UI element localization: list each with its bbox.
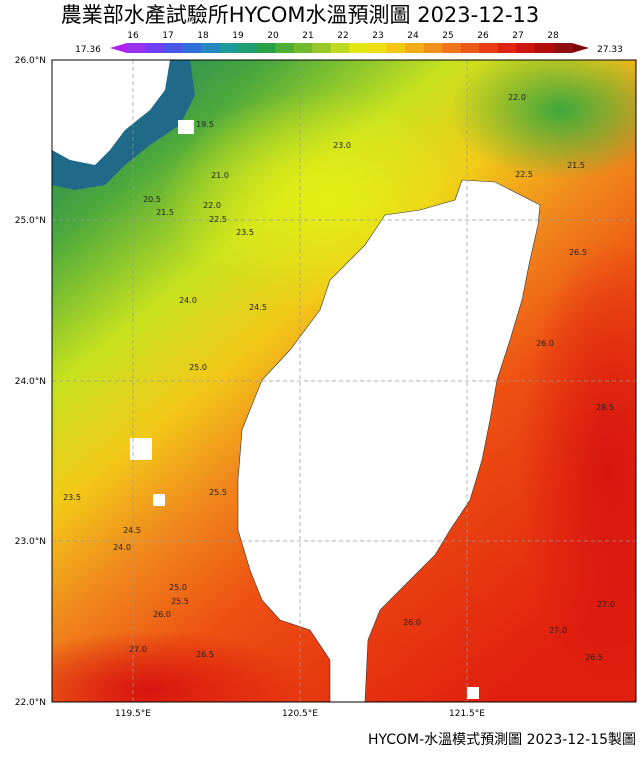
colorbar-tick: 22: [337, 31, 348, 41]
colorbar: 17.36 27.33 16 17 18 19 20 21 22 23 24 25 26 27 28: [75, 31, 623, 55]
contour-label: 21.5: [156, 208, 174, 217]
colorbar-swatch: [479, 43, 499, 53]
contour-label: 25.5: [171, 597, 189, 606]
contour-label: 25.0: [169, 583, 187, 592]
colorbar-tick: 17: [162, 31, 173, 41]
colorbar-arrow: [110, 43, 127, 53]
colorbar-swatch: [368, 43, 388, 53]
contour-label: 23.0: [333, 141, 351, 150]
lat-label: 26.0°N: [15, 56, 46, 66]
colorbar-min: 17.36: [75, 45, 101, 55]
title: 農業部水產試驗所HYCOM水溫預測圖 2023-12-13: [61, 3, 540, 27]
colorbar-tick: 18: [197, 31, 209, 41]
lat-label: 25.0°N: [15, 216, 46, 226]
colorbar-tick: 27: [512, 31, 523, 41]
lon-label: 119.5°E: [115, 709, 151, 719]
colorbar-tick: 19: [232, 31, 244, 41]
colorbar-swatch: [405, 43, 425, 53]
land: [52, 60, 170, 165]
contour-label: 21.5: [567, 161, 585, 170]
contour-label: 23.5: [236, 228, 254, 237]
colorbar-swatch: [497, 43, 517, 53]
contour-label: 22.0: [203, 201, 221, 210]
contour-label: 26.0: [153, 610, 171, 619]
lat-label: 24.0°N: [15, 377, 46, 387]
contour-label: 26.0: [403, 618, 421, 627]
lon-label: 121.5°E: [449, 709, 485, 719]
contour-label: 28.5: [596, 403, 614, 412]
contour-label: 24.5: [249, 303, 267, 312]
contour-label: 23.5: [63, 493, 81, 502]
island: [153, 494, 165, 506]
colorbar-swatch: [182, 43, 202, 53]
island: [130, 438, 152, 460]
contour-label: 26.5: [196, 650, 214, 659]
contour-label: 20.5: [143, 195, 161, 204]
colorbar-swatch: [201, 43, 221, 53]
colorbar-swatch: [423, 43, 443, 53]
island: [467, 687, 479, 699]
colorbar-tick: 25: [442, 31, 453, 41]
contour-label: 24.5: [123, 526, 141, 535]
contour-label: 19.5: [196, 120, 214, 129]
colorbar-swatch: [553, 43, 573, 53]
contour-label: 27.0: [129, 645, 147, 654]
colorbar-tick: 26: [477, 31, 489, 41]
colorbar-tick: 28: [547, 31, 559, 41]
contour-label: 25.0: [189, 363, 207, 372]
sea: [520, 240, 636, 700]
contour-label: 26.5: [569, 248, 587, 257]
colorbar-tick: 24: [407, 31, 419, 41]
colorbar-swatch: [275, 43, 295, 53]
contour-label: 22.5: [209, 215, 227, 224]
colorbar-swatch: [460, 43, 480, 53]
contour-label: 21.0: [211, 171, 229, 180]
colorbar-tick: 23: [372, 31, 383, 41]
contour-label: 25.5: [209, 488, 227, 497]
contour-label: 26.0: [536, 339, 554, 348]
colorbar-tick: 16: [127, 31, 139, 41]
island: [178, 120, 194, 134]
colorbar-swatch: [534, 43, 554, 53]
lat-label: 22.0°N: [15, 698, 46, 708]
colorbar-swatch: [442, 43, 462, 53]
contour-label: 27.0: [597, 600, 615, 609]
colorbar-swatch: [330, 43, 350, 53]
contour-label: 22.0: [508, 93, 526, 102]
lon-label: 120.5°E: [282, 709, 318, 719]
colorbar-swatch: [349, 43, 369, 53]
colorbar-max: 27.33: [597, 45, 623, 55]
map-area: 19.5 21.0 20.5 21.5 22.0 22.5 23.0 23.5 24.0 24.5…: [52, 60, 636, 702]
grid: [52, 60, 636, 702]
contour-labels: 19.5 21.0 20.5 21.5 22.0 22.5 23.0 23.5 24.0 24.5…: [63, 93, 615, 662]
sea: [52, 630, 310, 702]
colorbar-swatch: [386, 43, 406, 53]
colorbar-swatch: [164, 43, 184, 53]
colorbar-swatch: [127, 43, 147, 53]
contour-label: 27.0: [549, 626, 567, 635]
colorbar-tick: 21: [302, 31, 313, 41]
colorbar-swatch: [238, 43, 258, 53]
colorbar-swatch: [219, 43, 239, 53]
taiwan: [237, 179, 541, 702]
frame: [51, 59, 637, 703]
colorbar-swatch: [516, 43, 536, 53]
sea: [450, 60, 636, 180]
colorbar-swatch: [312, 43, 332, 53]
lat-label: 23.0°N: [15, 537, 46, 547]
colorbar-swatch: [293, 43, 313, 53]
colorbar-arrow: [572, 43, 589, 53]
colorbar-swatch: [145, 43, 165, 53]
contour-label: 24.0: [179, 296, 197, 305]
footer: HYCOM-水溫模式預測圖 2023-12-15製圖: [368, 732, 636, 748]
contour-label: 24.0: [113, 543, 131, 552]
axes: 26.0°N 25.0°N 24.0°N 23.0°N 22.0°N 119.5°E 120…: [15, 56, 486, 719]
colorbar-swatch: [256, 43, 276, 53]
contour-label: 22.5: [515, 170, 533, 179]
colorbar-tick: 20: [267, 31, 279, 41]
contour-label: 26.5: [585, 653, 603, 662]
